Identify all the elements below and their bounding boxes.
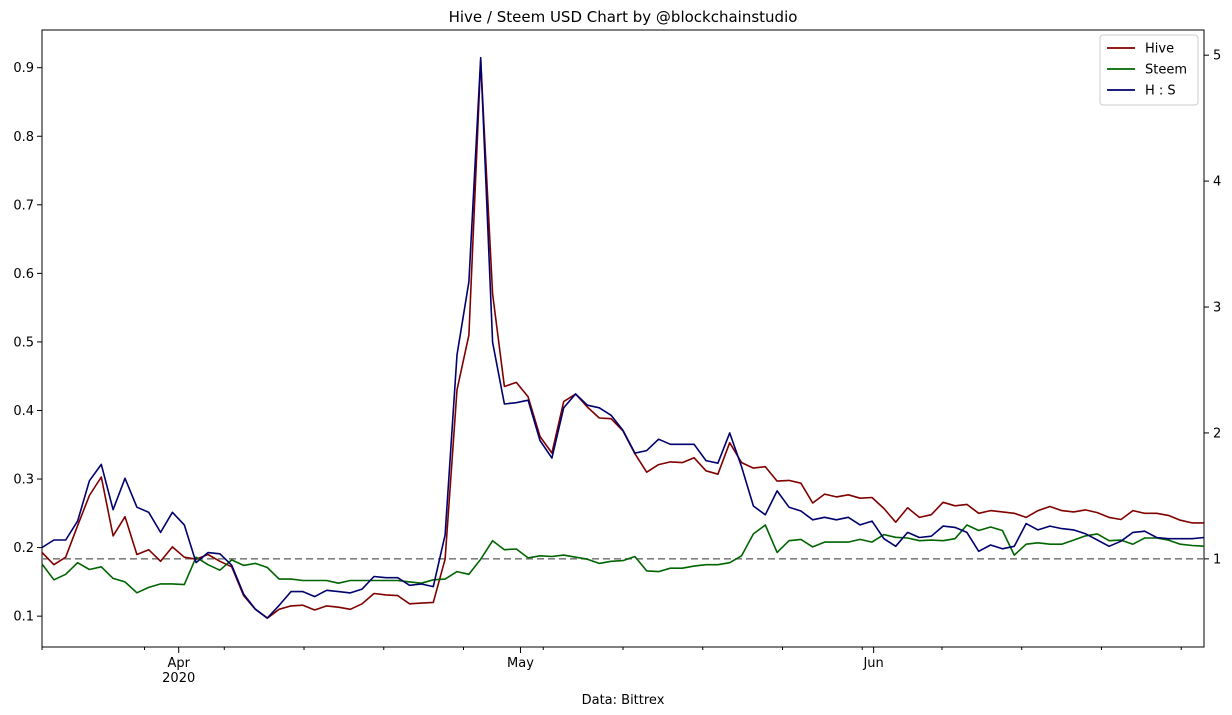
right-y-tick-label: 2 bbox=[1213, 426, 1221, 441]
series-line-1 bbox=[41, 59, 1204, 620]
right-y-axis: 1 2 3 4 5 bbox=[1204, 49, 1221, 567]
right-y-tick-label: 3 bbox=[1213, 301, 1221, 316]
left-y-tick-label: 0.6 bbox=[13, 267, 34, 282]
plot-frame bbox=[41, 29, 1205, 648]
right-y-tick-label: 5 bbox=[1213, 49, 1221, 64]
left-y-tick-label: 0.8 bbox=[13, 130, 34, 145]
series-group bbox=[41, 56, 1205, 620]
x-tick-label: Apr bbox=[167, 656, 190, 671]
x-tick-label: May bbox=[507, 656, 534, 671]
left-y-tick-label: 0.7 bbox=[13, 198, 34, 213]
legend-label: Hive bbox=[1145, 42, 1174, 57]
left-y-axis: 0.1 0.2 0.3 0.4 0.5 0.6 0.7 0.8 0.9 bbox=[13, 61, 42, 625]
legend: Hive Steem H : S bbox=[1099, 34, 1199, 106]
x-tick-label: Jun bbox=[862, 656, 883, 671]
legend-box bbox=[1099, 34, 1199, 106]
series-line-3 bbox=[41, 56, 1205, 619]
x-axis-label: Data: Bittrex bbox=[582, 693, 665, 708]
legend-label: H : S bbox=[1145, 84, 1176, 99]
plot-border bbox=[41, 29, 1205, 648]
left-y-tick-label: 0.3 bbox=[13, 473, 34, 488]
right-y-tick-label: 1 bbox=[1213, 552, 1221, 567]
legend-label: Steem bbox=[1145, 63, 1187, 78]
left-y-tick-label: 0.4 bbox=[13, 404, 34, 419]
chart-title: Hive / Steem USD Chart by @blockchainstu… bbox=[449, 8, 798, 26]
left-y-tick-label: 0.2 bbox=[13, 541, 34, 556]
left-y-tick-label: 0.9 bbox=[13, 61, 34, 76]
right-y-tick-label: 4 bbox=[1213, 175, 1221, 190]
left-y-tick-label: 0.5 bbox=[13, 335, 34, 350]
x-tick-sublabel: 2020 bbox=[162, 671, 195, 686]
left-y-tick-label: 0.1 bbox=[13, 610, 34, 625]
